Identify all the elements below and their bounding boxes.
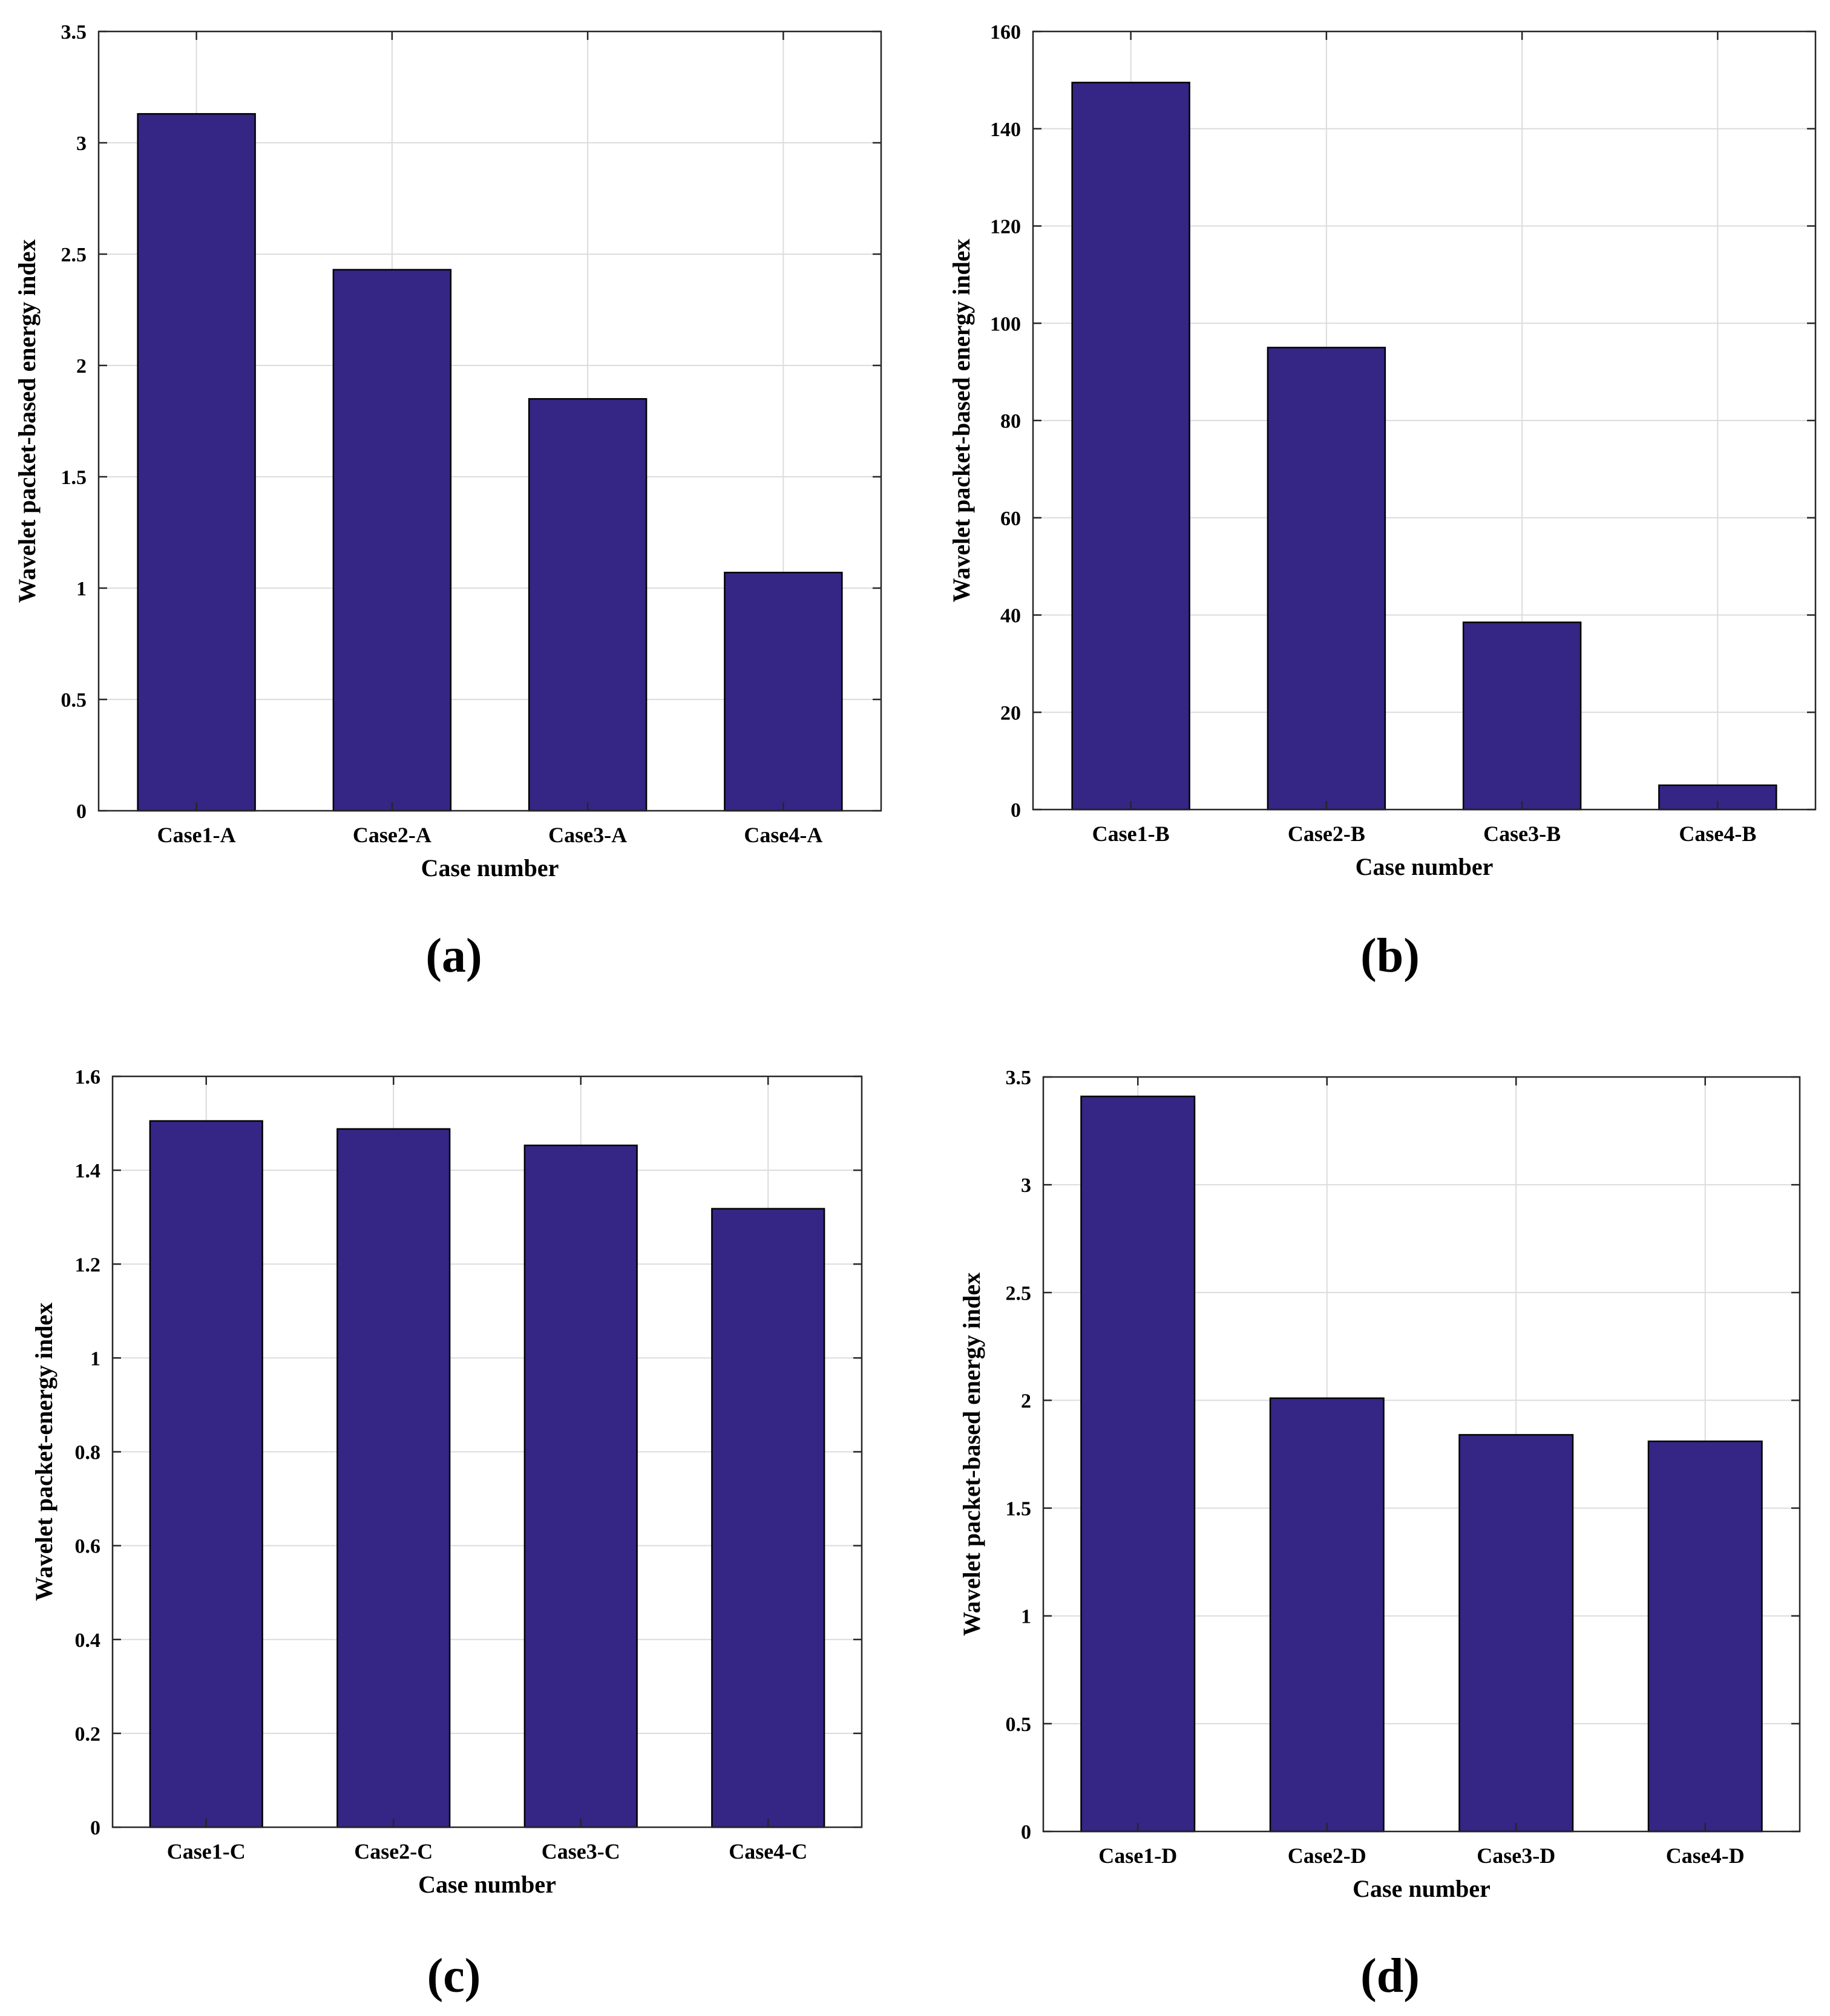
- chart-b-ytick-label-3: 60: [1000, 508, 1021, 530]
- chart-d-axes-box: [1042, 1076, 1801, 1833]
- panel-label-a: (a): [425, 929, 482, 983]
- chart-c-category-label-2: Case2-C: [354, 1839, 433, 1864]
- chart-b-ytick-label-5: 100: [990, 313, 1021, 335]
- chart-a-ytick-label-6: 3: [76, 133, 87, 155]
- chart-d-ytick-label-0: 0: [1021, 1821, 1031, 1844]
- chart-a-ytick-label-1: 0.5: [61, 689, 87, 712]
- chart-a-axes-box: [97, 30, 882, 812]
- chart-a-category-label-4: Case4-A: [744, 823, 822, 847]
- chart-d-ytick-label-4: 2: [1021, 1390, 1031, 1412]
- chart-b-category-label-3: Case3-B: [1483, 822, 1561, 846]
- chart-b-ytick-label-1: 20: [1000, 702, 1021, 724]
- chart-d-ytick-label-1: 0.5: [1006, 1713, 1032, 1736]
- chart-d-category-label-4: Case4-D: [1666, 1844, 1745, 1868]
- chart-d-ytick-label-2: 1: [1021, 1606, 1031, 1628]
- chart-c-ytick-label-7: 1.4: [75, 1160, 101, 1182]
- chart-d-category-label-2: Case2-D: [1288, 1844, 1366, 1868]
- chart-a-ytick-label-5: 2.5: [61, 244, 87, 266]
- chart-a-ytick-label-0: 0: [76, 800, 87, 823]
- chart-a-bar-4: [724, 571, 843, 812]
- chart-d-ytick-label-6: 3: [1021, 1174, 1031, 1197]
- chart-a-category-label-3: Case3-A: [548, 823, 627, 847]
- chart-c-bar-1: [149, 1120, 263, 1828]
- chart-d-bar-4: [1647, 1440, 1763, 1833]
- chart-b-ytick-label-2: 40: [1000, 605, 1021, 627]
- chart-c-ytick-label-8: 1.6: [75, 1066, 101, 1088]
- chart-c-x-axis-label: Case number: [418, 1871, 556, 1898]
- chart-d-y-axis-label: Wavelet packet-based energy index: [958, 1272, 985, 1636]
- chart-c-ytick-label-3: 0.6: [75, 1536, 101, 1558]
- chart-c-y-axis-label: Wavelet packet-energy index: [30, 1303, 57, 1601]
- chart-b-y-axis-label: Wavelet packet-based energy index: [948, 238, 975, 602]
- chart-c-ytick-label-4: 0.8: [75, 1442, 101, 1464]
- chart-c-bar-4: [711, 1208, 825, 1828]
- chart-a-category-label-1: Case1-A: [157, 823, 236, 847]
- chart-a-bar-3: [528, 398, 648, 812]
- chart-d: 0 0.5 1 1.5 2 2.5 3 3.5 Case1-D Case2-D Case3-D Cas…: [958, 1067, 1801, 1902]
- chart-d-bar-2: [1269, 1397, 1385, 1833]
- chart-a-ytick-label-7: 3.5: [61, 21, 87, 44]
- chart-a: 0 0.5 1 1.5 2 2.5 3 3.5 Case1-A Case2-A Case3-A Cas…: [13, 21, 882, 882]
- chart-c-bar-2: [336, 1128, 451, 1828]
- chart-a-ytick-label-2: 1: [76, 578, 87, 600]
- chart-d-ytick-label-7: 3.5: [1006, 1067, 1032, 1089]
- chart-b: 0 20 40 60 80 100 120 140 160 Case1-B Case2-B Case3…: [948, 21, 1817, 880]
- chart-a-x-axis-label: Case number: [421, 854, 559, 882]
- chart-b-x-axis-label: Case number: [1356, 853, 1494, 880]
- chart-b-ytick-label-6: 120: [990, 216, 1021, 238]
- chart-c-ytick-label-0: 0: [90, 1817, 100, 1839]
- chart-a-ytick-label-3: 1.5: [61, 466, 87, 489]
- chart-b-ytick-label-7: 140: [990, 119, 1021, 141]
- chart-c-category-label-3: Case3-C: [542, 1839, 620, 1864]
- chart-b-category-label-4: Case4-B: [1679, 822, 1756, 846]
- chart-b-bar-1: [1071, 82, 1190, 811]
- chart-a-bar-2: [332, 269, 452, 812]
- chart-c-bar-3: [523, 1144, 638, 1828]
- chart-a-category-label-2: Case2-A: [353, 823, 431, 847]
- chart-b-ytick-label-0: 0: [1011, 799, 1021, 822]
- chart-c-category-label-1: Case1-C: [167, 1839, 246, 1864]
- chart-d-category-label-1: Case1-D: [1098, 1844, 1177, 1868]
- chart-d-category-label-3: Case3-D: [1477, 1844, 1555, 1868]
- chart-c: 0 0.2 0.4 0.6 0.8 1 1.2 1.4 1.6 Case1-C Case2-C Cas…: [30, 1066, 863, 1898]
- chart-c-ytick-label-6: 1.2: [75, 1254, 101, 1276]
- chart-d-ytick-label-3: 1.5: [1006, 1498, 1032, 1520]
- chart-d-ytick-label-5: 2.5: [1006, 1282, 1032, 1304]
- chart-b-category-label-2: Case2-B: [1288, 822, 1365, 846]
- chart-d-bar-1: [1080, 1095, 1196, 1833]
- chart-d-bar-3: [1458, 1434, 1574, 1833]
- chart-a-ytick-label-4: 2: [76, 355, 87, 378]
- panel-label-c: (c): [427, 1949, 481, 2003]
- chart-a-y-axis-label: Wavelet packet-based energy index: [13, 239, 41, 603]
- chart-b-bar-3: [1462, 621, 1582, 811]
- chart-c-category-label-4: Case4-C: [729, 1839, 807, 1864]
- panel-label-d: (d): [1360, 1949, 1420, 2003]
- chart-b-ytick-label-8: 160: [990, 21, 1021, 44]
- chart-b-category-label-1: Case1-B: [1092, 822, 1170, 846]
- chart-c-ytick-label-1: 0.2: [75, 1723, 101, 1746]
- chart-b-ytick-label-4: 80: [1000, 410, 1021, 433]
- chart-d-x-axis-label: Case number: [1353, 1875, 1491, 1902]
- chart-b-bar-2: [1267, 347, 1386, 811]
- chart-c-ytick-label-2: 0.4: [75, 1629, 101, 1652]
- panel-label-b: (b): [1360, 929, 1420, 983]
- chart-c-ytick-label-5: 1: [90, 1347, 100, 1370]
- chart-a-bar-1: [137, 113, 256, 812]
